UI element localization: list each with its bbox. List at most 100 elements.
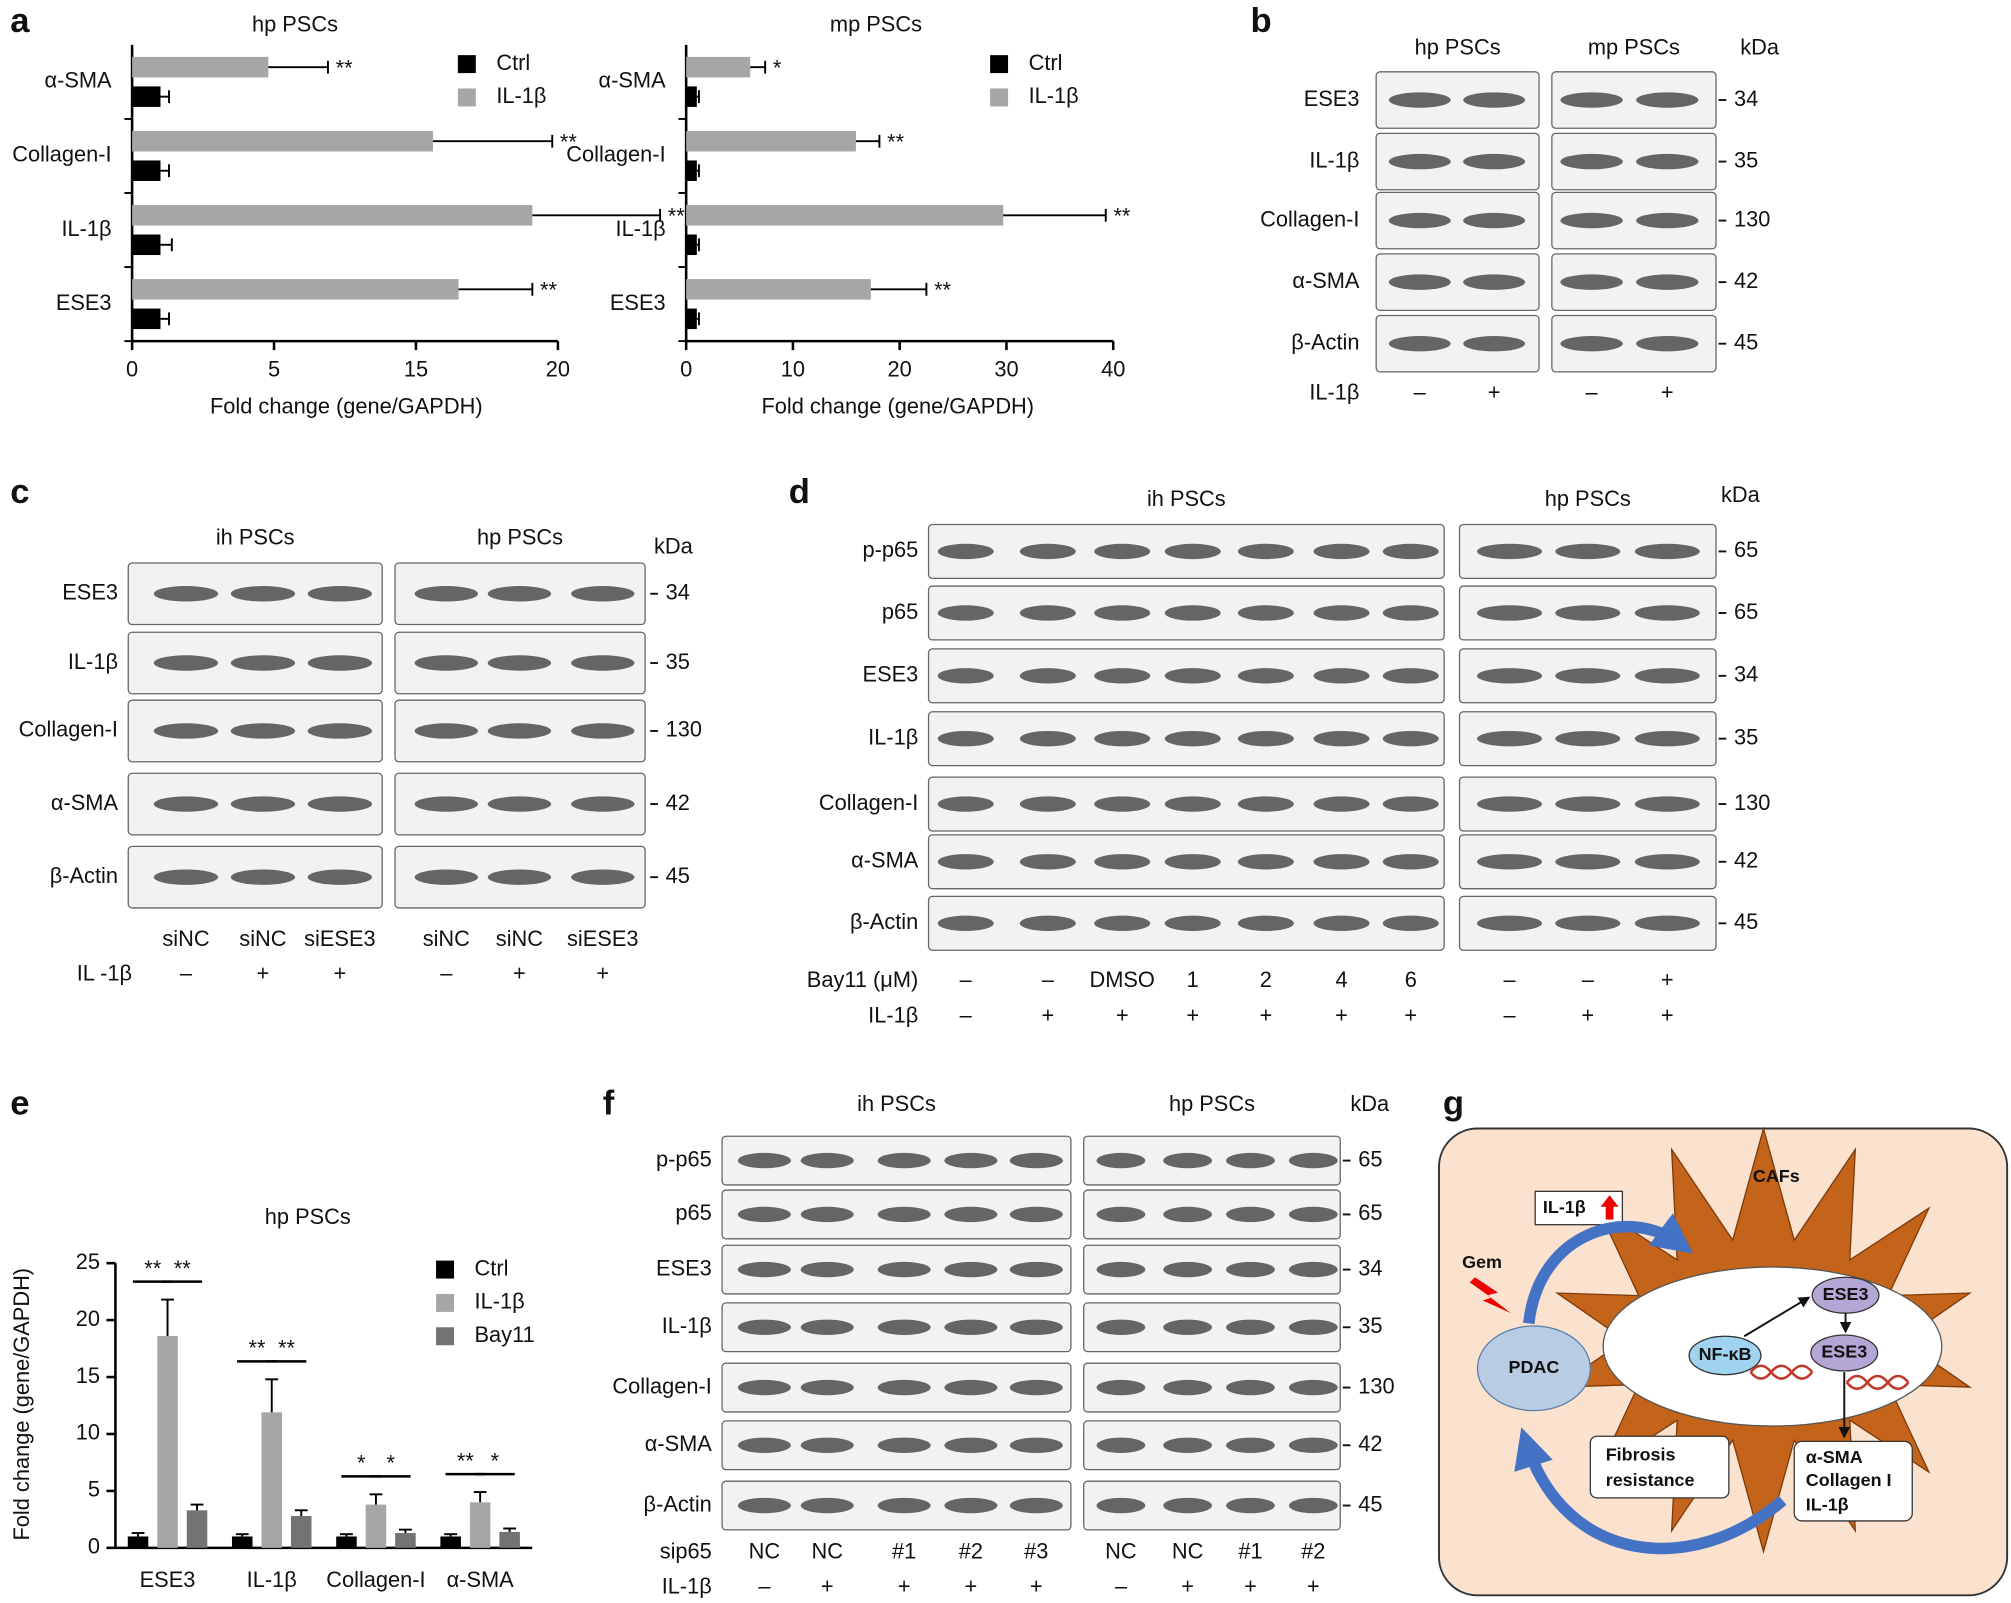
group-header: ih PSCs bbox=[216, 524, 295, 549]
x-tick-label: Collagen-I bbox=[326, 1567, 425, 1592]
kda-value: 35 bbox=[1734, 147, 1758, 172]
band bbox=[1477, 796, 1543, 812]
treatment-value: + bbox=[1030, 1573, 1043, 1598]
treatment-value: #1 bbox=[892, 1539, 916, 1564]
band bbox=[1388, 92, 1451, 108]
band bbox=[1636, 92, 1699, 108]
band bbox=[944, 1319, 998, 1335]
x-tick-label: 40 bbox=[1101, 356, 1125, 381]
treatment-label: IL-1β bbox=[1309, 379, 1359, 404]
group-header: hp PSCs bbox=[477, 524, 563, 549]
bar bbox=[132, 130, 433, 152]
bar bbox=[132, 308, 161, 330]
band bbox=[1477, 668, 1543, 684]
x-tick-label: IL-1β bbox=[247, 1567, 297, 1592]
protein-label: ESE3 bbox=[863, 662, 919, 687]
kda-value: 65 bbox=[1358, 1146, 1382, 1171]
blot-strip bbox=[1375, 191, 1540, 250]
ese3-gene bbox=[1810, 1334, 1879, 1372]
band bbox=[937, 668, 994, 684]
band bbox=[414, 586, 478, 602]
bar bbox=[365, 1504, 387, 1548]
band bbox=[487, 655, 552, 671]
blot-strip bbox=[1551, 191, 1717, 250]
band bbox=[1009, 1261, 1063, 1278]
y-axis-label: Fold change (gene/GAPDH) bbox=[9, 1268, 34, 1541]
treatment-value: 6 bbox=[1405, 967, 1417, 992]
significance: ** bbox=[934, 278, 951, 303]
panel-label: f bbox=[603, 1085, 615, 1123]
band bbox=[1009, 1437, 1063, 1453]
band bbox=[1463, 335, 1526, 352]
band bbox=[1226, 1152, 1275, 1169]
treatment-value: – bbox=[960, 1003, 973, 1028]
band bbox=[1226, 1497, 1275, 1514]
treatment-value: siESE3 bbox=[304, 926, 375, 951]
blot-strip bbox=[1551, 253, 1717, 311]
band bbox=[1634, 915, 1700, 932]
bar bbox=[686, 56, 751, 78]
band bbox=[1096, 1319, 1146, 1335]
protein-label: IL-1β bbox=[868, 724, 918, 749]
y-tick-label: ESE3 bbox=[56, 290, 112, 315]
band bbox=[937, 854, 994, 870]
band bbox=[944, 1437, 998, 1453]
dna bbox=[1749, 1364, 1814, 1380]
treatment-value: – bbox=[1503, 967, 1516, 992]
kda-value: 130 bbox=[1734, 206, 1770, 231]
y-tick-label: 5 bbox=[88, 1477, 100, 1502]
band bbox=[1313, 796, 1370, 812]
band bbox=[230, 655, 296, 671]
band bbox=[1288, 1152, 1338, 1169]
band bbox=[1096, 1261, 1146, 1278]
band bbox=[1382, 796, 1439, 812]
treatment-value: #3 bbox=[1024, 1539, 1048, 1564]
band bbox=[944, 1152, 998, 1169]
lightning bbox=[1469, 1277, 1511, 1314]
protein-label: α-SMA bbox=[1292, 268, 1360, 293]
band bbox=[571, 869, 635, 885]
group-header: hp PSCs bbox=[1169, 1091, 1255, 1116]
y-tick-label: α-SMA bbox=[44, 68, 112, 93]
band bbox=[487, 723, 552, 739]
band bbox=[571, 586, 635, 602]
band bbox=[937, 605, 994, 621]
bar bbox=[686, 160, 697, 181]
band bbox=[800, 1319, 854, 1335]
kda-value: 34 bbox=[1358, 1255, 1382, 1280]
band bbox=[1555, 668, 1621, 684]
band bbox=[1382, 668, 1439, 684]
band bbox=[414, 655, 478, 671]
legend-swatch bbox=[457, 55, 476, 74]
band bbox=[571, 655, 635, 671]
x-axis-label: Fold change (gene/GAPDH) bbox=[210, 394, 483, 419]
band bbox=[1555, 730, 1621, 747]
band bbox=[1313, 854, 1370, 870]
y-tick-label: 0 bbox=[88, 1534, 100, 1559]
band bbox=[1226, 1379, 1275, 1396]
significance: * bbox=[773, 55, 782, 80]
legend-swatch bbox=[990, 88, 1009, 107]
treatment-value: – bbox=[1503, 1003, 1516, 1028]
y-tick-label: 10 bbox=[76, 1420, 100, 1445]
band bbox=[307, 869, 373, 885]
band bbox=[1094, 668, 1151, 684]
treatment-label: IL -1β bbox=[77, 960, 132, 985]
drug-label: Gem bbox=[1462, 1252, 1502, 1272]
band bbox=[877, 1206, 931, 1223]
kda-value: 42 bbox=[666, 790, 690, 815]
group-header: hp PSCs bbox=[1415, 34, 1501, 59]
band bbox=[877, 1437, 931, 1453]
chart-title: hp PSCs bbox=[252, 11, 338, 36]
band bbox=[307, 655, 373, 671]
treatment-value: NC bbox=[1172, 1539, 1203, 1564]
kda-value: 65 bbox=[1734, 599, 1758, 624]
band bbox=[1634, 605, 1700, 621]
band bbox=[230, 796, 296, 812]
band bbox=[800, 1261, 854, 1278]
band bbox=[937, 915, 994, 932]
significance: * bbox=[386, 1451, 395, 1476]
kda-value: 42 bbox=[1734, 848, 1758, 873]
kda-value: 130 bbox=[1734, 790, 1770, 815]
